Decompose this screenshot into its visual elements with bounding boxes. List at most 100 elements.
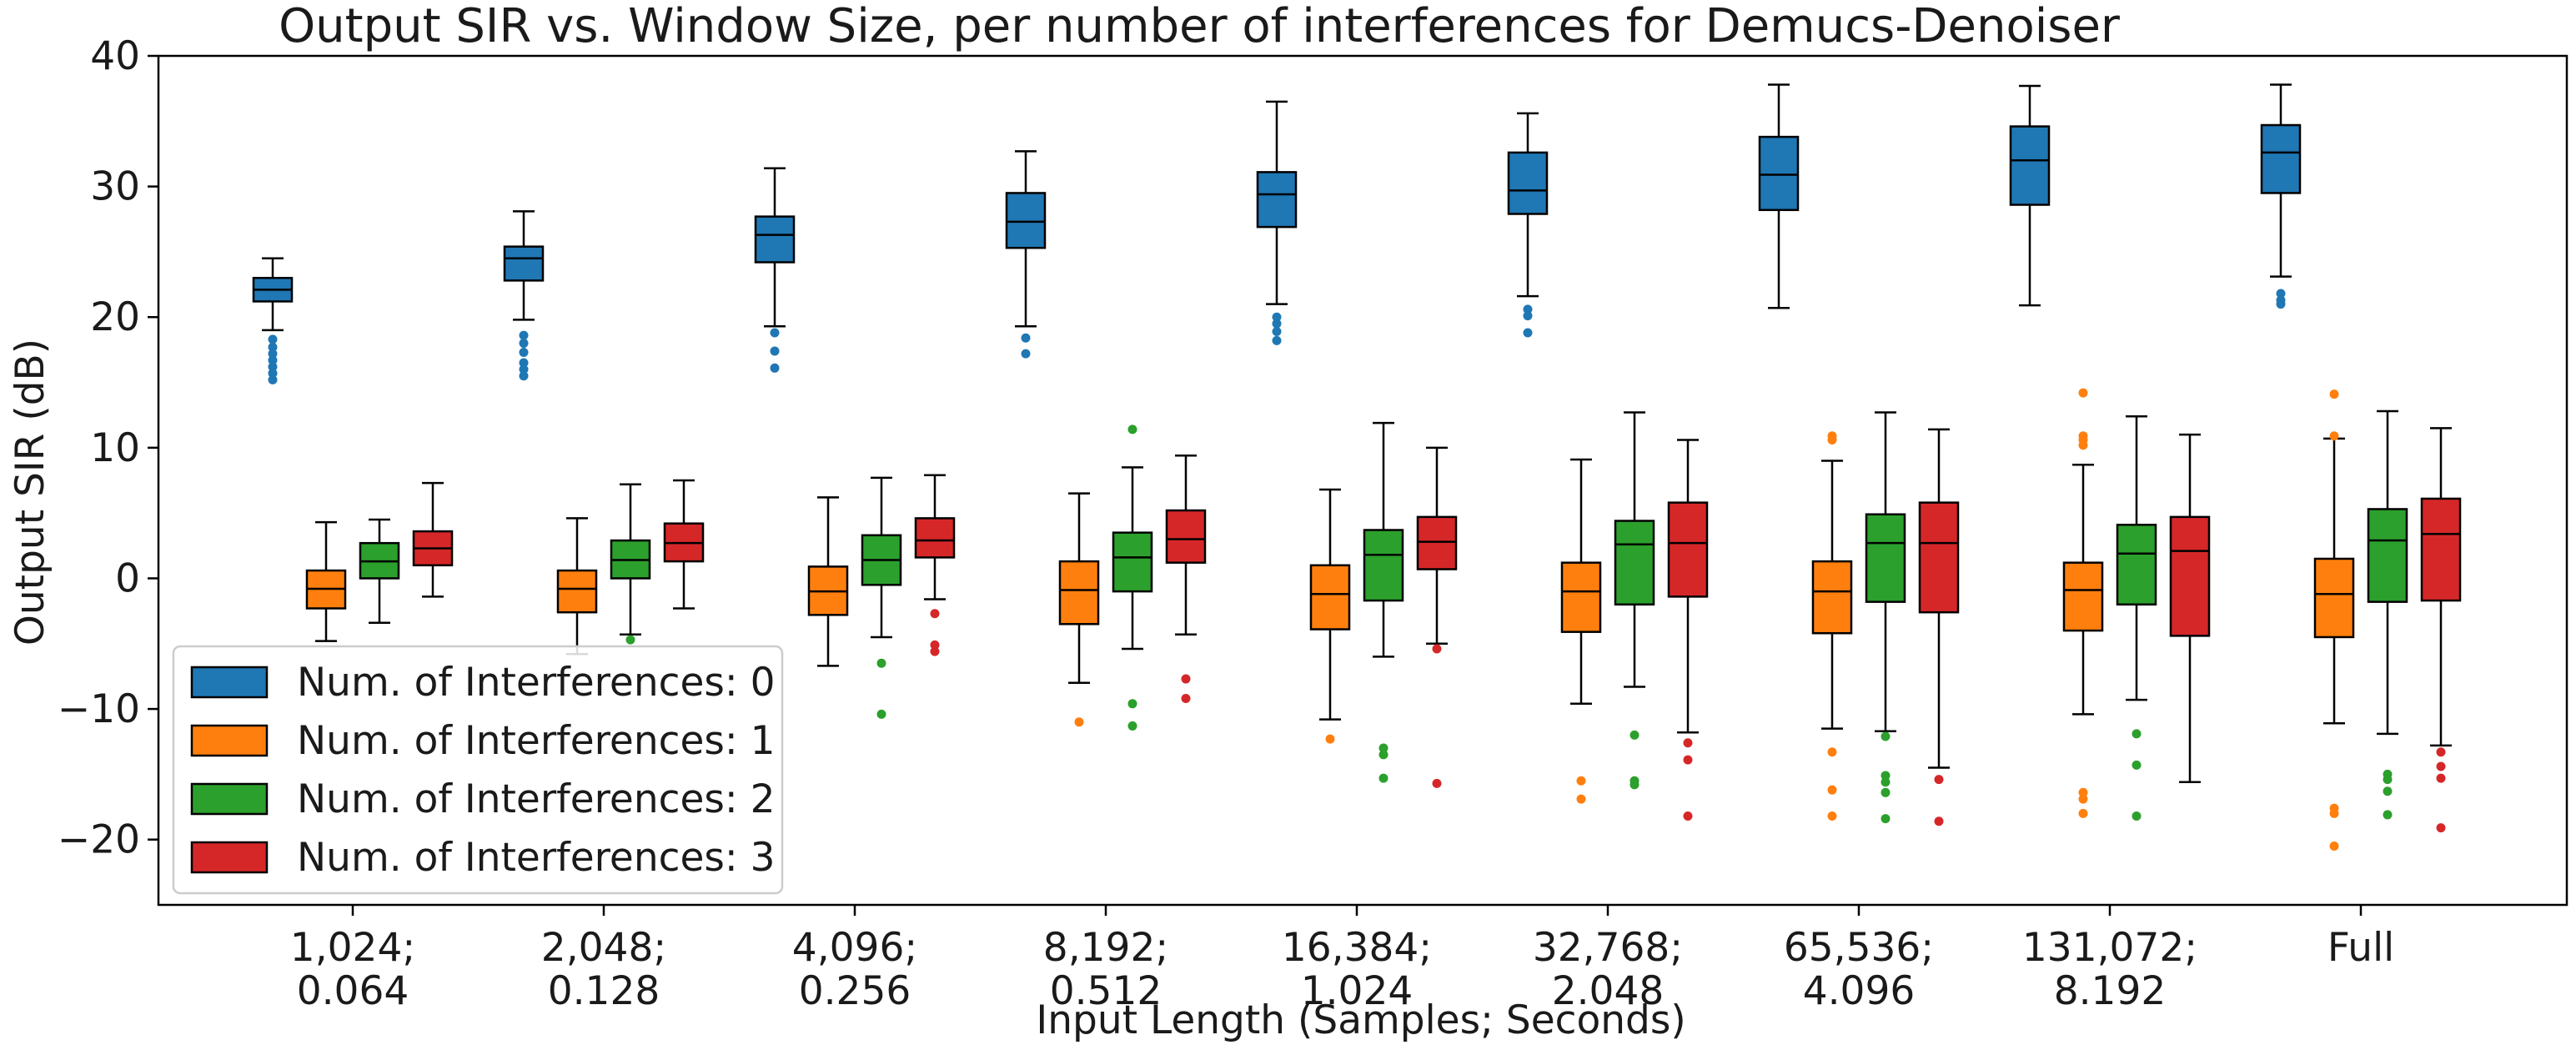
box-iqr	[1416, 515, 1458, 570]
y-tick-label: 10	[90, 425, 140, 471]
x-tick-label-secondary: 0.128	[548, 968, 660, 1014]
box-iqr	[503, 245, 545, 282]
outlier-point	[930, 646, 940, 656]
outlier-point	[1378, 743, 1388, 753]
outlier-point	[268, 334, 278, 344]
plot-frame	[157, 54, 2568, 907]
box-iqr	[1614, 520, 1655, 606]
box-1-5	[1560, 458, 1602, 804]
box-iqr	[1256, 171, 1298, 229]
box-iqr	[1005, 192, 1047, 249]
box-2-6	[1865, 411, 1906, 824]
outlier-point	[1127, 699, 1137, 709]
box-3-0	[412, 481, 454, 598]
outlier-point	[2436, 761, 2446, 771]
x-axis-label: Input Length (Samples; Seconds)	[1036, 997, 1685, 1043]
legend-swatch	[190, 666, 269, 699]
box-iqr	[1667, 501, 1709, 598]
outlier-point	[1881, 731, 1891, 741]
box-0-5	[1507, 112, 1549, 338]
box-3-5	[1667, 439, 1709, 821]
x-tick-label-secondary: 4.096	[1803, 968, 1916, 1014]
box-iqr	[2116, 523, 2157, 606]
outlier-point	[1881, 814, 1891, 824]
box-2-5	[1614, 411, 1655, 790]
legend: Num. of Interferences: 0 Num. of Interfer…	[172, 645, 784, 895]
box-3-8	[2420, 427, 2462, 833]
legend-swatch	[190, 724, 269, 757]
y-tick-label: 20	[90, 294, 140, 340]
box-iqr	[556, 569, 598, 614]
outlier-point	[2132, 811, 2142, 821]
box-iqr	[1811, 560, 1853, 635]
outlier-point	[1181, 674, 1191, 684]
y-tick-label: 0	[115, 555, 140, 601]
box-3-3	[1165, 454, 1207, 704]
x-tick-label-secondary: 1.024	[1301, 968, 1414, 1014]
outlier-point	[876, 658, 886, 668]
box-2-1	[610, 483, 651, 645]
outlier-point	[268, 355, 278, 365]
legend-swatch	[190, 782, 269, 816]
box-iqr	[2169, 515, 2211, 637]
outlier-point	[2329, 389, 2339, 399]
box-0-2	[754, 167, 796, 373]
box-iqr	[1112, 531, 1153, 593]
outlier-point	[2436, 747, 2446, 757]
outlier-point	[1378, 750, 1388, 760]
box-iqr	[2062, 561, 2104, 632]
outlier-point	[519, 339, 529, 349]
outlier-point	[1934, 775, 1944, 785]
outlier-point	[1181, 694, 1191, 704]
outlier-point	[2078, 794, 2088, 804]
y-axis-label: Output SIR (dB)	[8, 339, 53, 646]
box-2-3	[1112, 425, 1153, 731]
legend-label: Num. of Interferences: 1	[297, 718, 776, 764]
outlier-point	[770, 346, 780, 356]
box-iqr	[1865, 513, 1906, 603]
x-tick-label-secondary: 2.048	[1552, 968, 1665, 1014]
box-0-7	[2009, 84, 2051, 307]
outlier-point	[2078, 808, 2088, 818]
legend-label: Num. of Interferences: 0	[297, 660, 776, 706]
box-1-4	[1309, 488, 1351, 744]
outlier-point	[1021, 349, 1031, 359]
outlier-point	[625, 635, 635, 645]
box-1-6	[1811, 431, 1853, 821]
box-iqr	[1363, 529, 1404, 602]
x-tick-label: 65,536;	[1784, 925, 1934, 971]
box-3-6	[1918, 428, 1960, 826]
outlier-point	[2132, 729, 2142, 739]
box-iqr	[1758, 135, 1800, 212]
outlier-point	[2276, 299, 2286, 309]
box-2-8	[2367, 409, 2408, 820]
x-tick-label: 1,024;	[290, 925, 415, 971]
outlier-point	[2078, 440, 2088, 450]
outlier-point	[519, 358, 529, 368]
outlier-point	[1272, 312, 1282, 322]
outlier-point	[2132, 760, 2142, 770]
x-tick-label-secondary: 8.192	[2054, 968, 2167, 1014]
legend-frame	[172, 645, 784, 895]
box-1-2	[807, 496, 849, 667]
outlier-point	[1432, 644, 1442, 654]
x-tick-label: 16,384;	[1282, 925, 1432, 971]
outlier-point	[1827, 811, 1837, 821]
outlier-point	[1021, 333, 1031, 343]
y-tick-label: −10	[58, 686, 140, 732]
box-iqr	[2260, 123, 2302, 194]
outlier-point	[876, 709, 886, 719]
y-tick-label: 30	[90, 164, 140, 210]
box-iqr	[754, 215, 796, 264]
outlier-point	[1827, 785, 1837, 795]
box-iqr	[914, 517, 956, 559]
box-1-7	[2062, 388, 2104, 818]
legend-label: Num. of Interferences: 2	[297, 776, 776, 822]
outlier-point	[1378, 773, 1388, 783]
box-iqr	[2009, 125, 2051, 206]
outlier-point	[1523, 311, 1533, 321]
box-iqr	[2367, 508, 2408, 603]
y-tick-label: 40	[90, 33, 140, 79]
